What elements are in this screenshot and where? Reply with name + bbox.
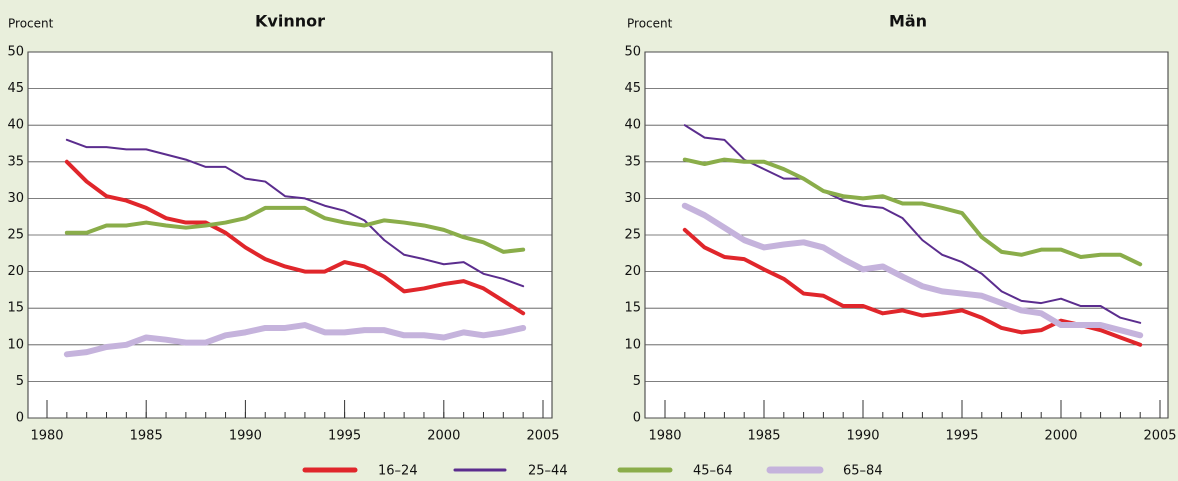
y-tick-label: 5 xyxy=(16,374,24,389)
x-tick-label: 1995 xyxy=(945,429,978,444)
y-tick-label: 5 xyxy=(633,374,641,389)
series-line xyxy=(65,138,525,288)
series-line xyxy=(64,205,526,254)
x-tick-label: 1980 xyxy=(648,429,681,444)
x-tick-label: 1995 xyxy=(328,429,361,444)
x-tick-label: 2000 xyxy=(1044,429,1077,444)
series-line xyxy=(683,124,1142,324)
series-line xyxy=(64,159,526,316)
y-tick-label: 50 xyxy=(624,45,641,60)
x-tick-label: 1980 xyxy=(30,429,63,444)
y-tick-label: 0 xyxy=(16,411,24,426)
y-tick-label: 40 xyxy=(7,118,24,133)
y-tick-label: 35 xyxy=(624,154,641,169)
y-tick-label: 50 xyxy=(7,45,24,60)
x-tick-label: 1985 xyxy=(747,429,780,444)
x-tick-label: 1990 xyxy=(846,429,879,444)
chart-title: Kvinnor xyxy=(255,12,325,31)
x-tick-label: 2005 xyxy=(526,429,559,444)
x-tick-label: 1985 xyxy=(130,429,163,444)
y-tick-label: 0 xyxy=(633,411,641,426)
y-tick-label: 25 xyxy=(624,228,641,243)
y-tick-label: 15 xyxy=(624,301,641,316)
series-line xyxy=(63,322,527,358)
y-tick-label: 10 xyxy=(7,337,24,352)
legend-label: 65–84 xyxy=(843,464,883,479)
series-line xyxy=(681,202,1144,339)
y-tick-label: 30 xyxy=(7,191,24,206)
chart-title: Män xyxy=(889,12,927,31)
y-tick-label: 45 xyxy=(7,81,24,96)
series-line xyxy=(682,227,1143,347)
y-axis-label: Procent xyxy=(8,17,54,31)
y-tick-label: 15 xyxy=(7,301,24,316)
y-tick-label: 10 xyxy=(624,337,641,352)
y-axis-label: Procent xyxy=(627,17,673,31)
y-tick-label: 40 xyxy=(624,118,641,133)
legend-label: 25–44 xyxy=(528,464,568,479)
x-tick-label: 2000 xyxy=(427,429,460,444)
series-line xyxy=(682,157,1143,267)
y-tick-label: 35 xyxy=(7,154,24,169)
x-tick-label: 2005 xyxy=(1143,429,1176,444)
x-tick-label: 1990 xyxy=(229,429,262,444)
legend-label: 16–24 xyxy=(378,464,418,479)
y-tick-label: 20 xyxy=(7,264,24,279)
legend-label: 45–64 xyxy=(693,464,733,479)
y-tick-label: 25 xyxy=(7,228,24,243)
y-tick-label: 20 xyxy=(624,264,641,279)
y-tick-label: 45 xyxy=(624,81,641,96)
y-tick-label: 30 xyxy=(624,191,641,206)
